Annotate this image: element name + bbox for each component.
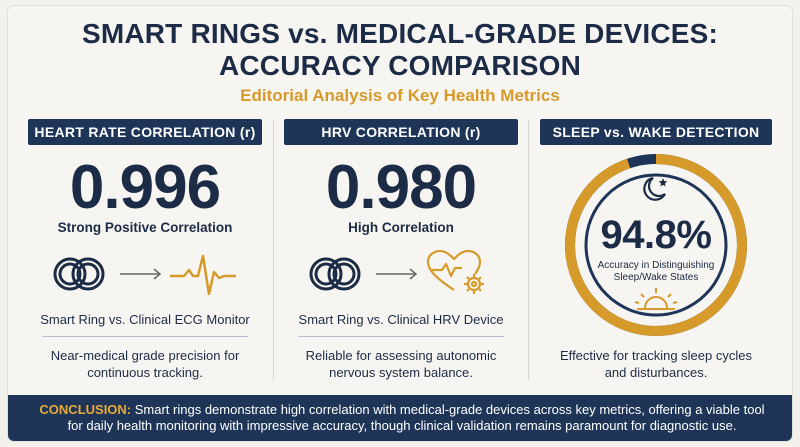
column-separator [273,120,274,380]
sleep-note-line-1: Effective for tracking sleep cycles [560,348,752,363]
rings-icon [53,257,105,291]
caption-line-1: Accuracy in Distinguishing [597,260,715,271]
sleep-note: Effective for tracking sleep cycles and … [540,347,772,381]
infographic-frame [8,6,792,441]
conclusion-text: CONCLUSION: Smart rings demonstrate high… [32,402,772,434]
heart-rate-note-line-1: Near-medical grade precision for [50,348,240,363]
heart-gear-icon [426,250,484,294]
sleep-note-line-2: and disturbances. [604,365,708,380]
gauge-ring [565,154,747,336]
hrv-icon-row [309,250,484,294]
sleep-accuracy-caption: Accuracy in Distinguishing Sleep/Wake St… [596,260,716,284]
hrv-description: High Correlation [348,220,454,235]
rings-icon [309,257,361,291]
heart-rate-value: 0.996 [69,153,221,222]
hrv-value: 0.980 [325,153,477,222]
title-line-2: ACCURACY COMPARISON [218,50,582,81]
divider [298,336,504,337]
title-line-1: SMART RINGS vs. MEDICAL-GRADE DEVICES: [81,18,719,49]
heart-rate-icon-row [53,254,236,296]
arrow-right-icon [376,268,418,280]
hrv-note: Reliable for assessing autonomic nervous… [284,347,518,381]
gauge-progress-arc [565,154,747,336]
conclusion-body: Smart rings demonstrate high correlation… [67,402,765,433]
hrv-header: HRV CORRELATION (r) [284,119,518,145]
heart-rate-header: HEART RATE CORRELATION (r) [28,119,262,145]
heart-rate-note-line-2: continuous tracking. [87,365,203,380]
caption-line-2: Sleep/Wake States [613,272,699,283]
subtitle: Editorial Analysis of Key Health Metrics [240,86,560,105]
hrv-comparison: Smart Ring vs. Clinical HRV Device [298,312,504,327]
heart-rate-description: Strong Positive Correlation [57,220,233,235]
sunrise-icon [634,288,678,310]
sleep-accuracy-value: 94.8% [600,213,712,257]
heart-rate-comparison: Smart Ring vs. Clinical ECG Monitor [40,312,250,327]
hrv-note-line-2: nervous system balance. [329,365,473,380]
ecg-wave-icon [170,254,236,296]
divider [42,336,248,337]
conclusion-label: CONCLUSION: [39,402,132,417]
hrv-note-line-1: Reliable for assessing autonomic [305,348,497,363]
arrow-right-icon [120,268,162,280]
gauge-inner-ring [584,173,728,317]
column-separator [528,120,529,380]
moon-star-icon [643,176,668,201]
sleep-header: SLEEP vs. WAKE DETECTION [540,119,772,145]
heart-rate-note: Near-medical grade precision for continu… [28,347,262,381]
conclusion-banner: CONCLUSION: Smart rings demonstrate high… [8,395,792,441]
sleep-gauge: 94.8% Accuracy in Distinguishing Sleep/W… [561,150,751,340]
